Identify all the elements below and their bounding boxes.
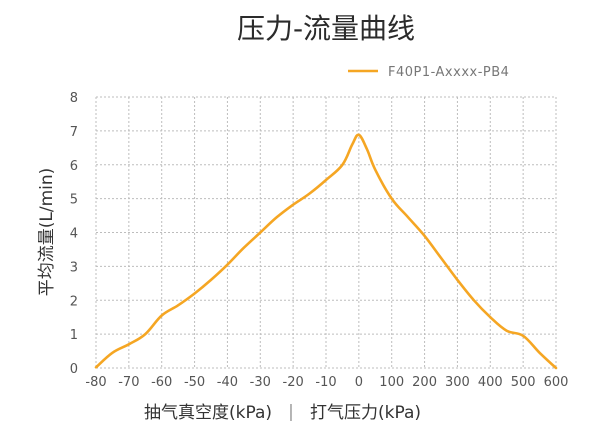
- x-tick-label: -30: [250, 375, 271, 390]
- chart-title: 压力-流量曲线: [237, 12, 415, 45]
- x-tick-label: 300: [445, 375, 470, 390]
- legend: F40P1-Axxxx-PB4: [348, 65, 509, 80]
- x-tick-label: -20: [283, 375, 304, 390]
- y-axis-ticks: 0 1 2 3 4 5 6 7 8: [70, 91, 78, 377]
- x-tick-label: -60: [151, 375, 172, 390]
- y-tick-label: 7: [70, 125, 78, 140]
- legend-label: F40P1-Axxxx-PB4: [388, 65, 509, 80]
- x-tick-label: 200: [412, 375, 437, 390]
- x-axis-ticks: -80 -70 -60 -50 -40 -30 -20 -10 0 100 200 300 400 500…: [85, 375, 568, 390]
- x-tick-label: -50: [184, 375, 205, 390]
- y-tick-label: 6: [70, 159, 78, 174]
- y-tick-label: 3: [70, 260, 78, 275]
- y-tick-label: 8: [70, 91, 78, 106]
- y-axis-label: 平均流量(L/min): [37, 168, 57, 297]
- x-tick-label: 400: [478, 375, 503, 390]
- y-tick-label: 4: [70, 227, 78, 242]
- series-lines: [94, 133, 558, 370]
- x-axis-label-separator: |: [288, 402, 294, 422]
- series-line: [94, 133, 558, 370]
- x-tick-label: -70: [118, 375, 139, 390]
- y-tick-label: 5: [70, 193, 78, 208]
- x-tick-label: -40: [217, 375, 238, 390]
- y-tick-label: 0: [70, 362, 78, 377]
- x-axis-label-pressure: 打气压力(kPa): [310, 403, 421, 423]
- x-tick-label: -80: [85, 375, 106, 390]
- x-tick-label: 0: [355, 375, 363, 390]
- y-tick-label: 2: [70, 294, 78, 309]
- y-tick-label: 1: [70, 328, 78, 343]
- x-tick-label: 600: [544, 375, 569, 390]
- x-tick-label: 100: [379, 375, 404, 390]
- plot-grid: [95, 96, 557, 369]
- x-tick-label: 500: [511, 375, 536, 390]
- x-tick-label: -10: [315, 375, 336, 390]
- x-axis-label-vacuum: 抽气真空度(kPa): [144, 403, 272, 423]
